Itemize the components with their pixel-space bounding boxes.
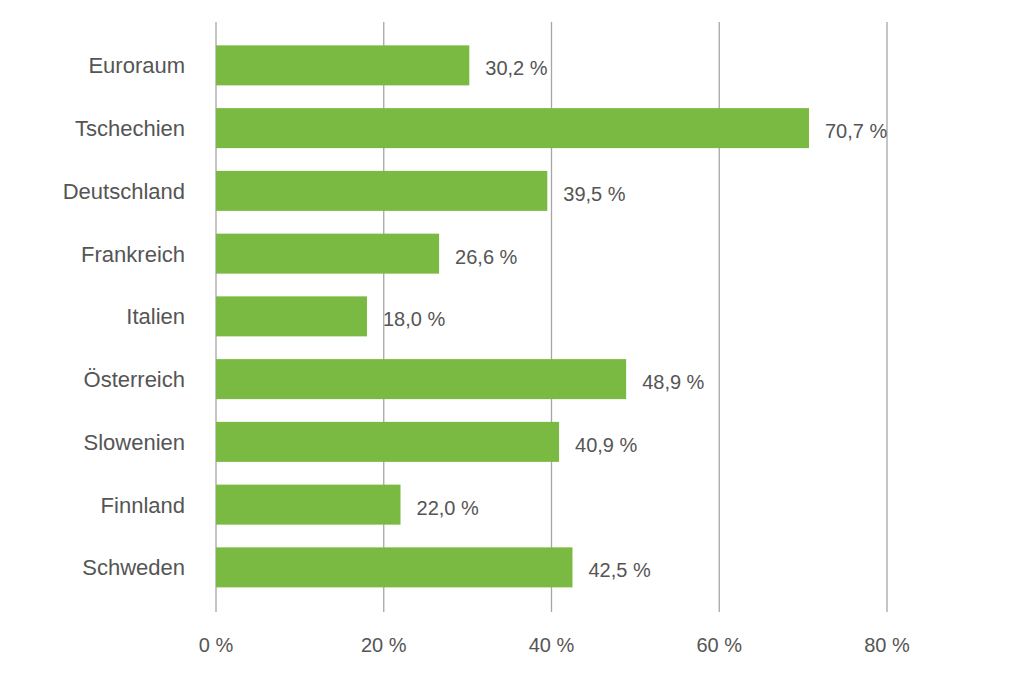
- tick-label: 80 %: [864, 634, 910, 656]
- bar: [216, 422, 559, 462]
- bars: [216, 45, 809, 587]
- data-label: 22,0 %: [417, 497, 479, 519]
- bar: [216, 359, 626, 399]
- chart-svg: 0 % 20 % 40 % 60 % 80 % Euroraum Tschechien Deu…: [0, 0, 1024, 682]
- tick-label: 20 %: [361, 634, 407, 656]
- bar: [216, 234, 439, 274]
- tick-label: 0 %: [199, 634, 234, 656]
- grid-line: [886, 22, 887, 612]
- category-label: Schweden: [82, 555, 185, 580]
- data-label: 39,5 %: [563, 183, 625, 205]
- bar: [216, 108, 809, 148]
- category-label: Deutschland: [63, 179, 185, 204]
- tick-label: 40 %: [529, 634, 575, 656]
- grid: [216, 22, 887, 612]
- data-label: 26,6 %: [455, 246, 517, 268]
- category-label: Tschechien: [75, 116, 185, 141]
- data-label: 42,5 %: [588, 559, 650, 581]
- bar: [216, 485, 401, 525]
- tick-label: 60 %: [696, 634, 742, 656]
- category-label: Italien: [126, 304, 185, 329]
- category-label: Frankreich: [81, 242, 185, 267]
- data-label: 48,9 %: [642, 371, 704, 393]
- chart-container: 0 % 20 % 40 % 60 % 80 % Euroraum Tschechien Deu…: [0, 0, 1024, 682]
- bar: [216, 171, 547, 211]
- bar: [216, 547, 572, 587]
- bar: [216, 296, 367, 336]
- x-tick-labels: 0 % 20 % 40 % 60 % 80 %: [199, 634, 910, 656]
- data-label: 30,2 %: [485, 57, 547, 79]
- category-label: Euroraum: [88, 53, 185, 78]
- category-label: Österreich: [84, 367, 185, 392]
- category-label: Finnland: [101, 493, 185, 518]
- category-label: Slowenien: [83, 430, 185, 455]
- bar: [216, 45, 469, 85]
- data-label: 18,0 %: [383, 308, 445, 330]
- data-label: 70,7 %: [825, 120, 887, 142]
- data-label: 40,9 %: [575, 434, 637, 456]
- category-labels: Euroraum Tschechien Deutschland Frankreich I…: [63, 53, 185, 580]
- data-labels: 30,2 % 70,7 % 39,5 % 26,6 % 18,0 % 48,9 % 40,9…: [383, 57, 888, 581]
